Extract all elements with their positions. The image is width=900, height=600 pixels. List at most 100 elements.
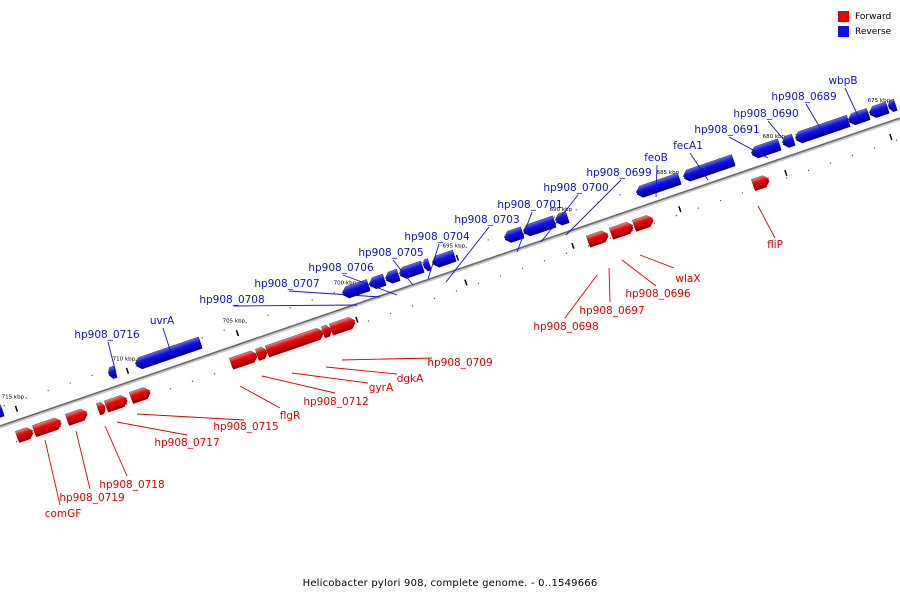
reverse-gene-hp908-0716[interactable] (0, 404, 5, 419)
forward-gene-comgf[interactable] (15, 426, 35, 443)
gene-body (384, 268, 400, 282)
gene-label-flgr[interactable]: flgR (280, 410, 301, 422)
gene-body (781, 133, 795, 146)
gene-label-hp908-0691[interactable]: hp908_0691 (694, 124, 759, 136)
tick-label: 705 kbp (223, 319, 246, 325)
minor-dot (69, 382, 71, 384)
reverse-gene-hp908-0701[interactable] (503, 226, 525, 245)
gene-body (609, 222, 634, 238)
gene-body (431, 249, 456, 266)
leader-line (288, 290, 381, 298)
leader-line (757, 205, 776, 239)
gene-label-hp908-0719[interactable]: hp908_0719 (59, 492, 124, 504)
leader-line (608, 267, 611, 303)
gene-label-hp908-0718[interactable]: hp908_0718 (99, 479, 164, 491)
genes-layer (0, 98, 898, 443)
forward-gene-hp908-0717[interactable] (96, 401, 107, 416)
minor-dot (521, 267, 524, 269)
reverse-gene-hp908-0704[interactable] (422, 258, 432, 273)
reverse-gene-hp908-0691[interactable] (750, 138, 782, 160)
reverse-gene-feob[interactable] (635, 172, 682, 199)
gene-body (32, 417, 62, 436)
forward-gene-dgka[interactable] (321, 324, 333, 339)
forward-gene-hp908-0719[interactable] (32, 416, 63, 438)
gene-label-hp908-0705[interactable]: hp908_0705 (358, 247, 423, 259)
leader-line (44, 439, 61, 506)
leader-line (261, 375, 336, 394)
reverse-gene-hp908-0716[interactable] (107, 365, 118, 380)
forward-gene-hp908-0698[interactable] (586, 229, 610, 248)
gene-label-comgf[interactable]: comGF (45, 508, 82, 520)
reverse-gene-hp908-0708[interactable] (341, 279, 371, 299)
gene-label-feca1[interactable]: fecA1 (673, 140, 703, 152)
legend-label-forward: Forward (855, 11, 892, 22)
gene-label-hp908-0703[interactable]: hp908_0703 (454, 214, 519, 226)
gene-label-hp908-0689[interactable]: hp908_0689 (771, 91, 836, 103)
reverse-gene-uvra[interactable] (134, 336, 203, 371)
gene-label-hp908-0699[interactable]: hp908_0699 (586, 167, 651, 179)
gene-label-hp908-0700[interactable]: hp908_0700 (543, 182, 608, 194)
minor-dot (91, 374, 93, 377)
forward-gene-flip[interactable] (751, 174, 771, 192)
gene-label-hp908-0704[interactable]: hp908_0704 (404, 231, 470, 243)
minor-dot (333, 292, 335, 294)
minor-dot (25, 397, 27, 399)
reverse-gene-hp908-0689[interactable] (794, 114, 851, 145)
reverse-gene-feca1[interactable] (682, 154, 736, 184)
reverse-gene-hp908-0707[interactable] (368, 273, 387, 291)
gene-body (104, 395, 128, 411)
gene-label-hp908-0707[interactable]: hp908_0707 (254, 278, 319, 290)
forward-gene-hp908-0712[interactable] (255, 346, 269, 361)
backbone-line (0, 117, 900, 427)
gene-label-hp908-0708[interactable]: hp908_0708 (199, 294, 264, 306)
minor-dot (575, 209, 577, 211)
gene-label-hp908-0706[interactable]: hp908_0706 (308, 262, 374, 274)
gene-label-gyra[interactable]: gyrA (369, 382, 394, 394)
reverse-gene-wbpb[interactable] (887, 98, 898, 113)
forward-gene-hp908-0715[interactable] (104, 394, 129, 413)
reverse-gene-hp908-0699[interactable] (554, 211, 570, 227)
minor-dot (213, 373, 216, 375)
reverse-gene-hp908-0703[interactable] (431, 249, 457, 269)
gene-label-hp908-0697[interactable]: hp908_0697 (579, 305, 644, 317)
leader-line (516, 211, 533, 253)
leader-line (116, 421, 188, 436)
forward-gene-hp908-0709[interactable] (329, 316, 357, 336)
reverse-gene-hp908-0700[interactable] (522, 215, 557, 238)
gene-label-hp908-0716[interactable]: hp908_0716 (74, 329, 140, 341)
forward-gene-flgr[interactable] (229, 349, 259, 370)
forward-gene-hp908-0697[interactable] (609, 221, 635, 240)
gene-body (265, 328, 324, 356)
gene-label-feob[interactable]: feoB (644, 152, 668, 164)
gene-label-uvra[interactable]: uvrA (150, 315, 175, 327)
gene-label-hp908-0701[interactable]: hp908_0701 (497, 199, 562, 211)
reverse-gene-wbpb[interactable] (847, 108, 871, 126)
minor-dot (465, 246, 467, 249)
gene-label-flip[interactable]: fliP (767, 239, 783, 251)
minor-dot (829, 162, 832, 164)
forward-gene-gyra[interactable] (265, 327, 325, 358)
gene-label-wlax[interactable]: wlaX (675, 273, 700, 285)
gene-label-hp908-0698[interactable]: hp908_0698 (533, 321, 598, 333)
minor-dot (433, 297, 436, 300)
gene-label-hp908-0717[interactable]: hp908_0717 (154, 437, 219, 449)
leader-line (104, 425, 128, 477)
forward-gene-hp908-0696[interactable] (632, 214, 655, 232)
gene-label-hp908-0712[interactable]: hp908_0712 (303, 396, 368, 408)
reverse-gene-hp908-0706[interactable] (384, 268, 401, 285)
reverse-gene-wbpb[interactable] (868, 101, 890, 120)
gene-label-dgka[interactable]: dgkA (397, 373, 424, 385)
tick-label: 700 kbp (334, 281, 357, 287)
forward-gene-hp908-0718[interactable] (65, 407, 89, 426)
gene-label-hp908-0690[interactable]: hp908_0690 (733, 108, 798, 120)
minor-dot (125, 403, 128, 405)
gene-body (341, 279, 370, 297)
gene-label-hp908-0709[interactable]: hp908_0709 (427, 357, 492, 369)
gene-label-hp908-0696[interactable]: hp908_0696 (625, 288, 691, 300)
reverse-gene-hp908-0690[interactable] (781, 133, 796, 149)
forward-gene-hp908-0715[interactable] (129, 386, 152, 404)
reverse-gene-hp908-0705[interactable] (398, 260, 425, 280)
gene-label-wbpb[interactable]: wbpB (828, 75, 857, 87)
gene-label-hp908-0715[interactable]: hp908_0715 (213, 421, 278, 433)
minor-dot (245, 322, 247, 324)
